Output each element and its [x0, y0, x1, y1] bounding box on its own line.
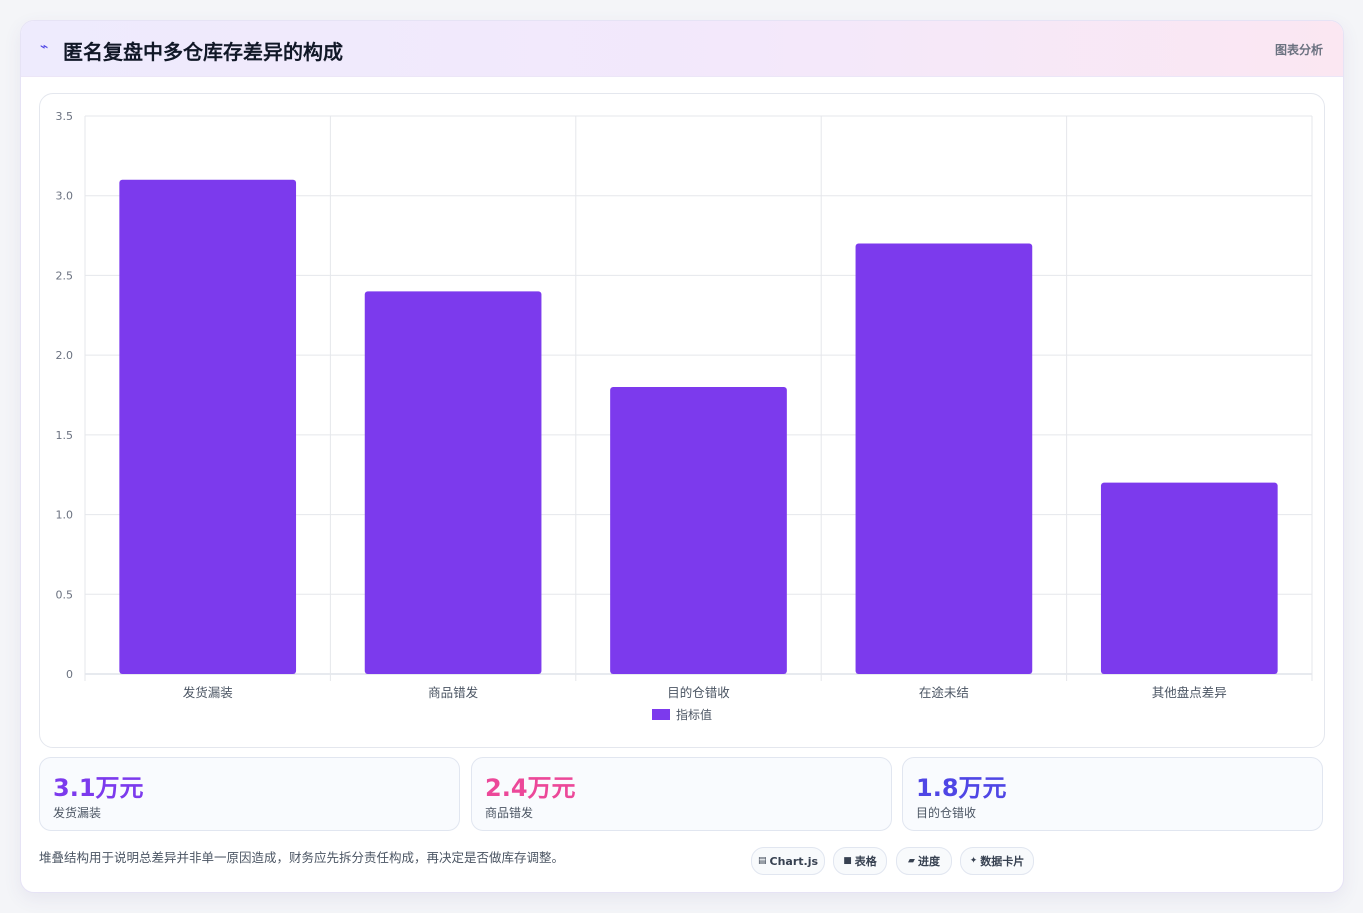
- x-tick-label: 其他盘点差异: [1152, 685, 1227, 700]
- stat-card-1: 3.1万元 发货漏装: [39, 757, 460, 831]
- y-tick-label: 3.0: [56, 190, 74, 203]
- pill-label: 进度: [917, 855, 940, 868]
- y-tick-label: 2.5: [56, 269, 74, 282]
- trend-icon: ⌁: [40, 39, 49, 55]
- bar-chart: 0 0.5 1.0 1.5 2.0 2.5 3.0 3.5 发货漏装 商品错发 目的仓错收 在途未结 其…: [56, 110, 1313, 722]
- y-tick-label: 2.0: [56, 349, 74, 362]
- stat-card-2: 2.4万元 商品错发: [471, 757, 892, 831]
- bar: [610, 387, 787, 674]
- stat-label: 商品错发: [485, 806, 534, 820]
- stat-value: 3.1万元: [53, 774, 144, 802]
- stat-card-3: 1.8万元 目的仓错收: [902, 757, 1323, 831]
- stat-label: 发货漏装: [53, 806, 102, 820]
- chart-icon: ▤: [757, 856, 767, 866]
- chart-container: 0 0.5 1.0 1.5 2.0 2.5 3.0 3.5 发货漏装 商品错发 目的仓错收 在途未结 其…: [39, 93, 1325, 748]
- pill-chartjs[interactable]: ▤ Chart.js: [751, 847, 825, 875]
- y-tick-label: 0.5: [56, 588, 74, 601]
- card-header: ⌁ 匿名复盘中多仓库存差异的构成 图表分析: [21, 21, 1343, 77]
- legend-swatch: [652, 709, 670, 720]
- bar: [1100, 482, 1278, 674]
- pill-progress[interactable]: ▰ 进度: [896, 847, 952, 875]
- pill-data-cards[interactable]: ✦ 数据卡片: [960, 847, 1034, 875]
- sparkle-icon: ✦: [969, 856, 978, 866]
- bar: [119, 179, 297, 674]
- footnote: 堆叠结构用于说明总差异并非单一原因造成，财务应先拆分责任构成，再决定是否做库存调…: [39, 850, 565, 865]
- chart-card: ⌁ 匿名复盘中多仓库存差异的构成 图表分析 0 0.5 1.0 1.5 2.0 2.5 3.…: [20, 20, 1344, 893]
- pill-label: 表格: [854, 855, 877, 868]
- y-tick-label: 1.0: [56, 509, 74, 522]
- card-title: 匿名复盘中多仓库存差异的构成: [63, 40, 343, 64]
- stat-value: 2.4万元: [485, 774, 576, 802]
- pill-label: Chart.js: [769, 854, 819, 868]
- x-tick-label: 商品错发: [428, 685, 479, 700]
- y-tick-label: 1.5: [56, 429, 74, 442]
- chart-type-tag: 图表分析: [1274, 43, 1323, 57]
- table-icon: ■: [843, 856, 852, 866]
- pill-table[interactable]: ■ 表格: [833, 847, 887, 875]
- progress-icon: ▰: [908, 856, 915, 866]
- legend-label: 指标值: [676, 707, 712, 722]
- y-tick-label: 3.5: [56, 110, 74, 123]
- pill-label: 数据卡片: [980, 855, 1025, 868]
- x-tick-label: 目的仓错收: [667, 685, 730, 700]
- stat-value: 1.8万元: [916, 774, 1007, 802]
- bar: [855, 243, 1033, 675]
- x-tick-label: 发货漏装: [183, 685, 233, 700]
- y-tick-label: 0: [66, 668, 73, 681]
- stat-label: 目的仓错收: [916, 806, 977, 820]
- bar: [364, 291, 542, 674]
- x-tick-label: 在途未结: [919, 685, 969, 700]
